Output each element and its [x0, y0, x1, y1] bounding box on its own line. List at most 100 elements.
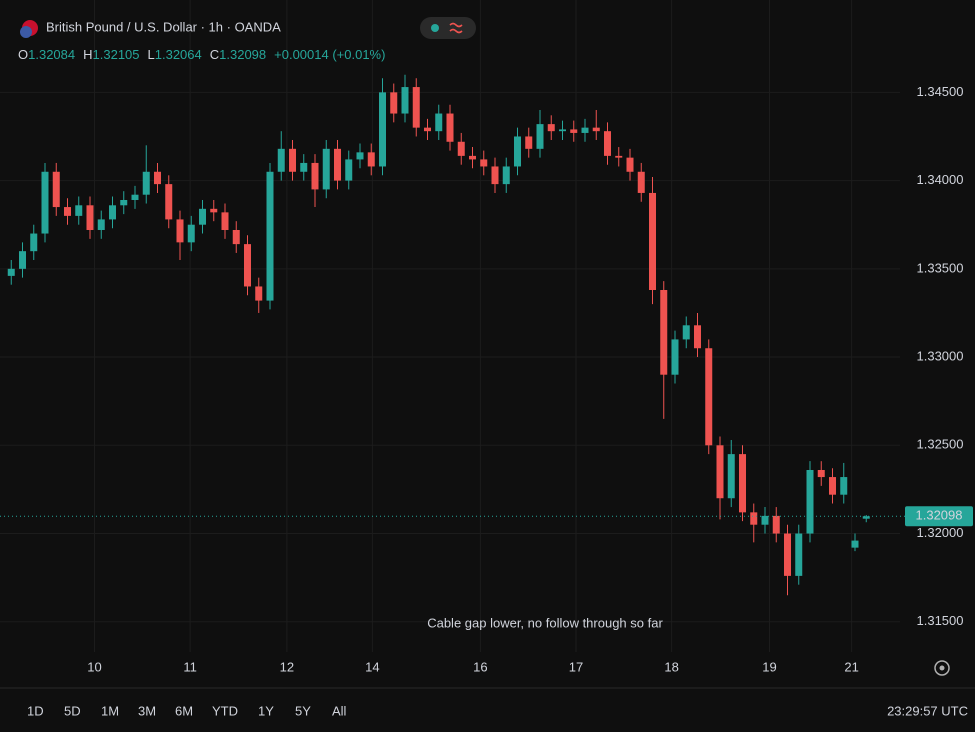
ohlc-change: +0.00014 (+0.01%) [274, 47, 385, 62]
candle-body [390, 92, 398, 114]
candle-body [739, 454, 746, 513]
candle-body [322, 148, 330, 190]
range-button[interactable]: All [332, 703, 347, 718]
candle-body [19, 251, 26, 269]
candle-body [536, 124, 544, 149]
ohlc-value: 1.32105 [93, 47, 140, 62]
candle-body [75, 205, 83, 216]
candle-body [795, 533, 803, 576]
y-tick-label: 1.32500 [917, 437, 964, 452]
candle-body [142, 171, 150, 195]
candle-body [176, 219, 184, 243]
status-dot [431, 24, 439, 32]
candle-body [52, 171, 60, 208]
x-tick-label: 11 [183, 659, 197, 674]
candle-body [469, 155, 476, 160]
x-tick-label: 21 [844, 659, 858, 674]
ohlc-key: L [148, 47, 155, 62]
candle-body [457, 141, 465, 156]
candle-body [705, 348, 713, 446]
y-tick-label: 1.31500 [917, 613, 964, 628]
candle-body [604, 131, 611, 156]
candle-body [817, 470, 825, 478]
y-tick-label: 1.34000 [917, 172, 964, 187]
candle-body [682, 325, 690, 340]
candle-body [401, 87, 409, 114]
candle-body [334, 148, 341, 181]
settings-icon[interactable] [934, 660, 950, 676]
y-tick-label: 1.32000 [917, 525, 964, 540]
candle-body [637, 171, 645, 193]
ohlc-value: 1.32084 [28, 47, 75, 62]
candle-body [615, 155, 623, 158]
candle-body [232, 230, 240, 245]
range-button[interactable]: 5Y [295, 703, 311, 718]
last-price-box [905, 506, 973, 527]
range-button[interactable]: 3M [138, 703, 156, 718]
candle-body [435, 113, 443, 132]
candle-body [694, 325, 701, 349]
candle-body [379, 92, 386, 167]
candle-body [862, 516, 870, 519]
candles [0, 74, 905, 596]
ohlc-value: 1.32098 [219, 47, 266, 62]
y-tick-label: 1.34500 [917, 84, 964, 99]
candle-body [356, 152, 364, 160]
candle-body [750, 512, 758, 525]
candle-body [660, 290, 668, 375]
candle-body [97, 219, 105, 230]
range-button[interactable]: 5D [64, 703, 81, 718]
candle-body [525, 136, 533, 149]
range-button[interactable]: 6M [175, 703, 193, 718]
x-tick-label: 10 [87, 659, 101, 674]
candle-body [491, 166, 499, 185]
candle-body [30, 233, 38, 252]
candle-body [199, 208, 206, 225]
candle-body [221, 212, 229, 230]
ohlc-key: H [83, 47, 92, 62]
last-price-label: 1.32098 [916, 508, 963, 523]
candle-body [165, 184, 173, 220]
range-button[interactable]: YTD [212, 703, 238, 718]
y-tick-label: 1.33500 [917, 260, 964, 275]
clock: 23:29:57 UTC [887, 703, 968, 718]
candle-body [345, 159, 353, 181]
x-tick-label: 12 [280, 659, 294, 674]
x-tick-label: 18 [664, 659, 678, 674]
candle-body [829, 477, 836, 495]
symbol-title: British Pound / U.S. Dollar · 1h · OANDA [46, 19, 281, 34]
x-tick-label: 14 [365, 659, 379, 674]
candle-body [311, 162, 319, 190]
candle-body [649, 192, 656, 290]
candle-body [210, 208, 218, 213]
candle-body [570, 129, 578, 133]
status-icon [449, 22, 463, 34]
candle-body [86, 205, 94, 230]
grid [0, 0, 900, 652]
candle-body [784, 533, 791, 576]
candle-body [109, 205, 116, 220]
candle-body [7, 268, 15, 276]
ohlc-key: O [18, 47, 28, 62]
candle-body [761, 515, 769, 525]
candle-body [592, 127, 600, 132]
x-tick-label: 19 [762, 659, 776, 674]
range-button[interactable]: 1M [101, 703, 119, 718]
ohlc-value: 1.32064 [155, 47, 202, 62]
x-tick-label: 16 [473, 659, 487, 674]
candle-body [840, 477, 848, 495]
candle-body [244, 244, 251, 287]
candle-body [514, 136, 521, 167]
y-tick-label: 1.33000 [917, 348, 964, 363]
candle-body [64, 207, 71, 216]
ohlc-legend: O1.32084 H1.32105 L1.32064 C1.32098 +0.00014… [18, 47, 385, 62]
range-button[interactable]: 1Y [258, 703, 274, 718]
candle-body [131, 194, 139, 200]
status-badge[interactable] [420, 17, 476, 39]
annotation: Cable gap lower, no follow through so fa… [427, 615, 663, 630]
range-button[interactable]: 1D [27, 703, 44, 718]
ohlc-key: C [210, 47, 219, 62]
candle-body [581, 127, 589, 133]
